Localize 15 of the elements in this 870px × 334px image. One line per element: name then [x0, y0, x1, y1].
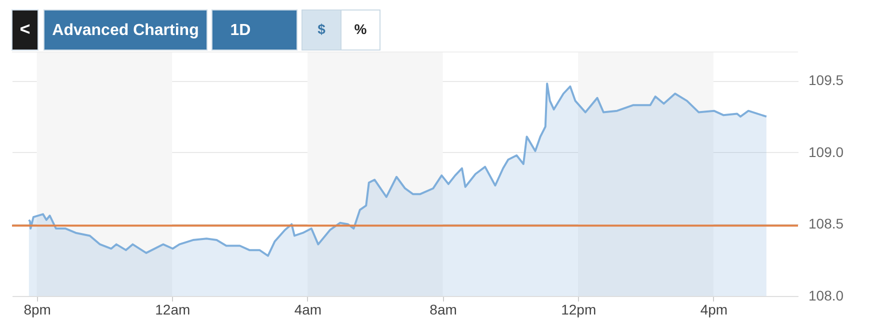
- y-tick-label: 109.0: [808, 144, 844, 160]
- text: <: [20, 19, 30, 39]
- text: $: [318, 21, 326, 37]
- x-tick-label: 4pm: [700, 302, 728, 318]
- text: 1D: [230, 22, 251, 39]
- text: Advanced Charting: [52, 22, 199, 39]
- x-tick-label: 8pm: [24, 302, 51, 318]
- text: %: [354, 21, 368, 37]
- y-tick-label: 108.5: [808, 216, 844, 232]
- x-tick-label: 8am: [430, 302, 457, 318]
- y-tick-label: 108.0: [808, 288, 844, 304]
- x-tick-label: 4am: [294, 302, 322, 318]
- x-tick-label: 12am: [155, 302, 190, 318]
- x-tick-label: 12pm: [561, 302, 596, 318]
- y-tick-label: 109.5: [808, 72, 844, 88]
